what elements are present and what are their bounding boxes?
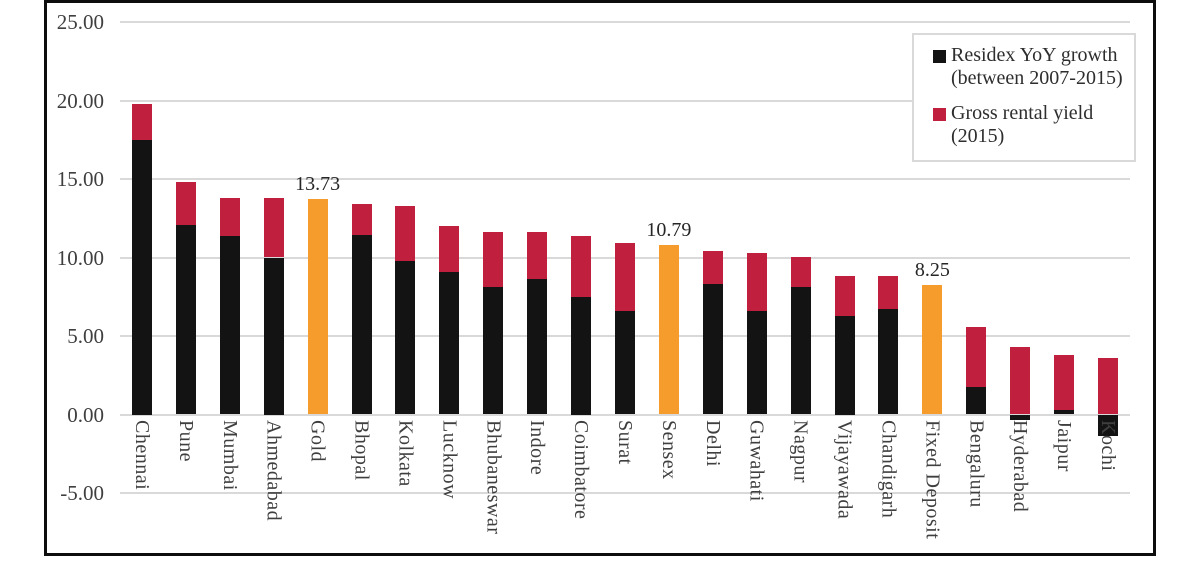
legend-label: Gross rental yield (2015) <box>951 102 1094 147</box>
bar-segment-residex <box>131 139 152 415</box>
category-label: Coimbatore <box>570 419 593 519</box>
bar-segment-residex <box>1054 409 1075 415</box>
bar-segment-rental-yield <box>790 256 811 288</box>
category-label: Lucknow <box>438 419 461 499</box>
category-label: Guwahati <box>745 419 768 502</box>
bar-segment-rental-yield <box>571 235 592 297</box>
bar-segment-rental-yield <box>263 197 284 258</box>
bar-segment-rental-yield <box>615 242 635 311</box>
category-label: Indore <box>526 419 549 475</box>
bar-segment-residex <box>351 234 372 415</box>
category-label: Kolkata <box>394 419 417 487</box>
bar-segment-residex <box>175 224 196 415</box>
gridline <box>120 99 1130 102</box>
bar-segment-residex <box>439 271 460 415</box>
bar-segment-rental-yield <box>834 275 855 317</box>
bar-segment-rental-yield <box>746 252 767 311</box>
bar-segment-residex <box>615 310 635 415</box>
category-label: Delhi <box>701 419 724 467</box>
benchmark-bar <box>922 284 943 415</box>
y-tick-label: 15.00 <box>56 167 104 191</box>
bar-segment-residex <box>702 284 723 415</box>
legend-item-residex: Residex YoY growth (between 2007-2015) <box>933 44 1126 90</box>
category-label: Sensex <box>657 419 680 480</box>
bar-segment-residex <box>878 308 899 415</box>
category-label: Bengaluru <box>965 419 988 508</box>
category-label: Gold <box>306 419 329 462</box>
category-label: Kochi <box>1097 419 1120 471</box>
category-label: Chennai <box>130 419 153 490</box>
value-label: 10.79 <box>646 219 692 242</box>
value-label: 8.25 <box>914 258 950 281</box>
y-tick-label: 20.00 <box>56 88 104 113</box>
bar-segment-rental-yield <box>131 103 152 140</box>
y-tick-label: 25.00 <box>56 10 104 34</box>
category-label: Bhopal <box>350 419 373 481</box>
category-label: Vijayawada <box>833 419 856 519</box>
category-label: Nagpur <box>789 419 812 483</box>
gridline <box>120 178 1130 180</box>
bar-segment-residex <box>834 316 855 415</box>
bar-segment-rental-yield <box>966 326 987 388</box>
plot-area <box>120 21 1130 494</box>
value-label: 13.73 <box>295 172 341 195</box>
y-tick-label: -5.00 <box>60 481 104 505</box>
bar-segment-rental-yield <box>527 232 548 280</box>
y-tick-label: 0.00 <box>67 402 104 427</box>
category-label: Fixed Deposit <box>921 419 944 539</box>
bar-segment-rental-yield <box>219 197 240 237</box>
category-label: Surat <box>614 419 636 465</box>
legend: Residex YoY growth (between 2007-2015) G… <box>912 33 1136 162</box>
category-label: Mumbai <box>218 419 241 491</box>
gridline <box>120 21 1130 23</box>
bar-segment-rental-yield <box>1054 354 1075 410</box>
residex-swatch-icon <box>933 50 946 63</box>
legend-label: Residex YoY growth (between 2007-2015) <box>951 44 1123 89</box>
category-label: Hyderabad <box>1009 419 1032 512</box>
bar-segment-residex <box>1098 414 1119 436</box>
bar-segment-residex <box>219 236 240 415</box>
category-label: Bhubaneswar <box>482 419 505 534</box>
bar-segment-residex <box>571 296 592 415</box>
bar-segment-rental-yield <box>351 204 372 235</box>
category-label: Chandigarh <box>877 419 900 518</box>
bar-segment-rental-yield <box>1098 357 1119 415</box>
bar-segment-rental-yield <box>395 205 416 261</box>
bar-segment-residex <box>966 387 987 415</box>
bar-segment-residex <box>527 279 548 415</box>
y-tick-label: 10.00 <box>56 245 104 270</box>
bar-segment-rental-yield <box>1010 346 1031 415</box>
bar-segment-residex <box>263 257 284 415</box>
bar-segment-residex <box>395 260 416 415</box>
bar-segment-rental-yield <box>878 276 899 309</box>
bar-segment-residex <box>746 310 767 415</box>
legend-item-rental-yield: Gross rental yield (2015) <box>933 102 1126 148</box>
bar-segment-rental-yield <box>175 182 196 225</box>
bar-segment-rental-yield <box>702 251 723 285</box>
benchmark-bar <box>307 198 328 415</box>
bar-segment-rental-yield <box>483 232 504 288</box>
bar-segment-residex <box>790 287 811 415</box>
bar-segment-rental-yield <box>439 226 460 272</box>
y-tick-label: 5.00 <box>67 324 104 348</box>
category-label: Jaipur <box>1053 419 1076 472</box>
bar-segment-residex <box>1010 414 1031 420</box>
category-label: Pune <box>174 419 197 462</box>
gridline <box>120 492 1130 494</box>
gridline <box>120 413 1130 416</box>
rental-yield-swatch-icon <box>933 108 946 121</box>
benchmark-bar <box>658 245 679 415</box>
bar-segment-residex <box>483 287 504 415</box>
category-label: Ahmedabad <box>262 419 285 521</box>
